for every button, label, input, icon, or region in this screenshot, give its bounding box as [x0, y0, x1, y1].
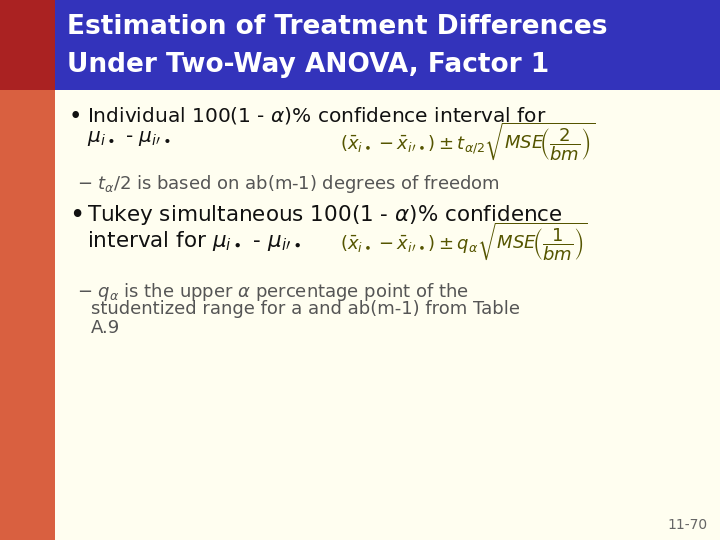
Text: Tukey simultaneous 100(1 - $\alpha$)% confidence: Tukey simultaneous 100(1 - $\alpha$)% co… [87, 203, 563, 227]
Text: 11-70: 11-70 [668, 518, 708, 532]
Text: Under Two-Way ANOVA, Factor 1: Under Two-Way ANOVA, Factor 1 [67, 52, 549, 78]
Text: •: • [69, 105, 82, 128]
Text: A.9: A.9 [91, 319, 120, 337]
Bar [0, 0, 55, 90]
Text: Estimation of Treatment Differences: Estimation of Treatment Differences [67, 14, 608, 40]
Text: Individual 100(1 - $\alpha$)% confidence interval for: Individual 100(1 - $\alpha$)% confidence… [87, 105, 546, 126]
Text: interval for $\mu_{i\bullet}$ - $\mu_{i\prime\bullet}$: interval for $\mu_{i\bullet}$ - $\mu_{i\… [87, 229, 301, 253]
Bar [0, 90, 55, 540]
Text: $(\bar{x}_{i\bullet}-\bar{x}_{i\prime\bullet})\pm q_{\alpha}\sqrt{MSE\!\left(\df: $(\bar{x}_{i\bullet}-\bar{x}_{i\prime\bu… [340, 221, 588, 264]
Text: $-$ $t_\alpha$/2 is based on ab(m-1) degrees of freedom: $-$ $t_\alpha$/2 is based on ab(m-1) deg… [77, 173, 500, 195]
Bar [0, 0, 720, 90]
Text: $-$ $q_\alpha$ is the upper $\alpha$ percentage point of the: $-$ $q_\alpha$ is the upper $\alpha$ per… [77, 281, 469, 303]
Text: $\mu_{i\bullet}$ - $\mu_{i\prime\bullet}$: $\mu_{i\bullet}$ - $\mu_{i\prime\bullet}… [87, 129, 171, 148]
Text: •: • [69, 203, 84, 229]
Text: $(\bar{x}_{i\bullet}-\bar{x}_{i\prime\bullet})\pm t_{\alpha/2}\sqrt{MSE\!\left(\: $(\bar{x}_{i\bullet}-\bar{x}_{i\prime\bu… [340, 121, 595, 164]
Text: studentized range for a and ab(m-1) from Table: studentized range for a and ab(m-1) from… [91, 300, 520, 318]
